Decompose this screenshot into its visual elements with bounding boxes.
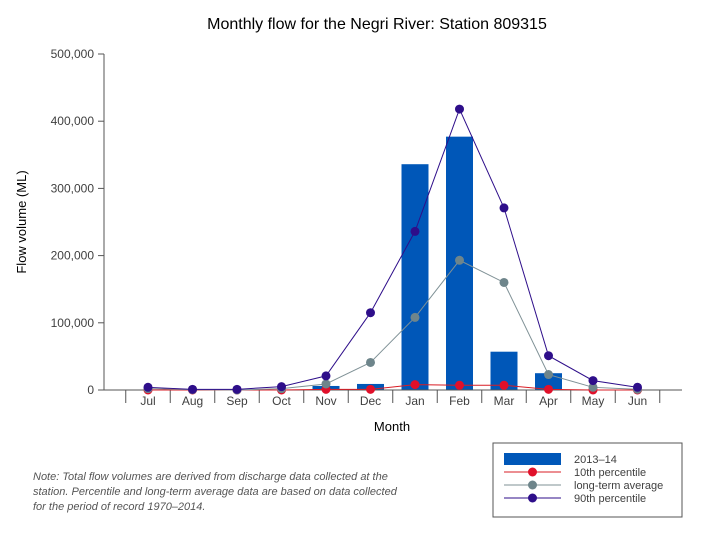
x-tick-label: Dec (360, 394, 381, 408)
data-point (588, 382, 598, 392)
data-point (321, 379, 331, 389)
x-tick-label: Feb (449, 394, 470, 408)
bar (535, 373, 562, 390)
data-point (277, 382, 286, 392)
data-point (544, 384, 553, 394)
data-point (499, 380, 509, 390)
legend-swatch (504, 453, 561, 465)
data-point (588, 376, 598, 386)
data-point (499, 203, 509, 213)
data-point (544, 370, 553, 380)
y-tick-label: 300,000 (51, 181, 95, 195)
y-tick-label: 100,000 (51, 316, 95, 330)
data-point (410, 312, 420, 322)
footnote: Note: Total flow volumes are derived fro… (33, 471, 397, 513)
legend-swatch-marker (528, 480, 537, 490)
series-line (147, 259, 638, 391)
data-point (455, 380, 464, 390)
x-tick-label: Jun (628, 394, 647, 408)
legend-label: 2013–14 (574, 454, 617, 466)
x-tick-label: Mar (494, 394, 515, 408)
legend-swatch-marker (528, 467, 537, 477)
x-tick-label: Jan (405, 394, 424, 408)
x-tick-label: Oct (272, 394, 291, 408)
y-axis-label: Flow volume (ML) (14, 170, 29, 273)
data-point (366, 357, 375, 367)
chart-title: Monthly flow for the Negri River: Statio… (207, 16, 547, 33)
data-point (410, 226, 420, 236)
y-tick-label: 0 (87, 383, 94, 397)
x-tick-label: Jul (140, 394, 155, 408)
x-tick-label: Nov (315, 394, 336, 408)
x-axis-label: Month (374, 419, 410, 434)
bar (401, 164, 429, 390)
legend-swatch-marker (528, 493, 537, 503)
data-point (455, 255, 464, 265)
data-point (410, 380, 420, 390)
plot-area: 0 100,000 200,000 300,000 400,000 500,000 Jul A… (51, 47, 682, 408)
data-point (232, 384, 242, 394)
y-tick-label: 500,000 (51, 47, 95, 61)
legend-label: 10th percentile (574, 467, 646, 479)
y-tick-label: 400,000 (51, 114, 95, 128)
data-point (366, 308, 375, 318)
data-point (633, 382, 642, 392)
data-point (544, 351, 553, 361)
data-point (143, 382, 153, 392)
x-tick-label: Apr (539, 394, 558, 408)
data-point (455, 104, 464, 114)
data-point (366, 384, 375, 394)
x-tick-label: Aug (182, 394, 203, 408)
x-tick-label: Sep (226, 394, 248, 408)
series-line (147, 107, 638, 390)
data-point (188, 384, 197, 394)
legend-label: long-term average (574, 480, 663, 492)
legend-label: 90th percentile (574, 493, 646, 505)
x-tick-label: May (582, 394, 605, 408)
data-point (321, 371, 331, 381)
data-point (499, 277, 509, 287)
y-tick-label: 200,000 (51, 249, 95, 263)
